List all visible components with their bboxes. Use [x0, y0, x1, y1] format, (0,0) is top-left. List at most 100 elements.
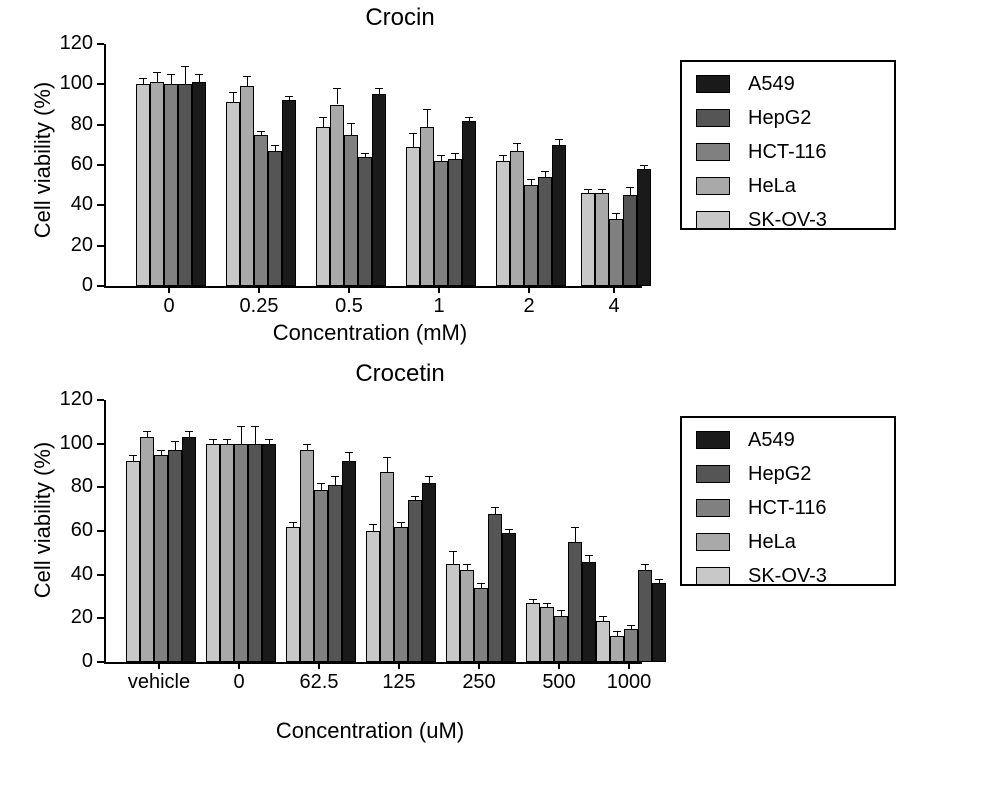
- crocetin-err: [175, 441, 176, 450]
- crocin-err-cap: [153, 72, 161, 73]
- crocin-ytick: [97, 204, 104, 206]
- crocin-xtick: [348, 286, 350, 293]
- crocetin-err-cap: [599, 616, 607, 617]
- crocetin-xtick: [238, 662, 240, 669]
- crocetin-title: Crocetin: [300, 360, 500, 388]
- crocin-xtick: [168, 286, 170, 293]
- crocetin-ytick: [97, 574, 104, 576]
- crocetin-err-cap: [265, 439, 273, 440]
- crocetin-bar-SK-OV-3: [286, 527, 300, 662]
- crocetin-xtick: [628, 662, 630, 669]
- crocin-err-cap: [319, 117, 327, 118]
- crocin-xtick-label: 0: [119, 295, 219, 318]
- crocetin-bar-HepG2: [568, 542, 582, 662]
- crocetin-err-cap: [289, 522, 297, 523]
- crocetin-bar-A549: [582, 562, 596, 662]
- crocetin-bar-A549: [422, 483, 436, 662]
- crocin-ytick-label: 100: [60, 72, 93, 95]
- crocin-legend-row: SK-OV-3: [696, 203, 827, 237]
- crocin-bar-HCT-116: [524, 185, 538, 286]
- legend-label-A549: A549: [748, 73, 795, 96]
- crocin-bar-A549: [552, 145, 566, 286]
- crocetin-ytick-label: 60: [71, 519, 93, 542]
- crocin-ytick-label: 120: [60, 32, 93, 55]
- crocetin-xtick-label: 1000: [579, 671, 679, 694]
- crocetin-err-cap: [383, 457, 391, 458]
- crocin-bar-HepG2: [538, 177, 552, 286]
- crocetin-bar-A549: [502, 533, 516, 662]
- crocetin-bar-SK-OV-3: [366, 531, 380, 662]
- crocetin-err-cap: [129, 455, 137, 456]
- crocetin-err-cap: [411, 496, 419, 497]
- crocin-err-cap: [598, 189, 606, 190]
- crocetin-xtick: [478, 662, 480, 669]
- crocetin-err-cap: [223, 439, 231, 440]
- crocin-legend-row: HeLa: [696, 169, 796, 203]
- crocin-err-cap: [347, 123, 355, 124]
- crocetin-bar-HepG2: [328, 485, 342, 662]
- crocetin-err-cap: [449, 551, 457, 552]
- crocin-err: [185, 66, 186, 84]
- crocetin-err: [453, 551, 454, 564]
- crocin-legend-row: HCT-116: [696, 135, 827, 169]
- crocetin-err-cap: [491, 507, 499, 508]
- crocin-err: [233, 92, 234, 102]
- crocin-ytick-label: 20: [71, 234, 93, 257]
- crocin-legend-row: A549: [696, 67, 795, 101]
- crocetin-err-cap: [369, 524, 377, 525]
- crocin-bar-SK-OV-3: [581, 193, 595, 286]
- crocin-bar-HepG2: [623, 195, 637, 286]
- crocetin-err-cap: [397, 522, 405, 523]
- crocetin-bar-HCT-116: [154, 455, 168, 662]
- crocin-xtick-label: 1: [389, 295, 489, 318]
- crocin-ytick: [97, 43, 104, 45]
- crocetin-legend-row: HepG2: [696, 457, 811, 491]
- crocetin-err-cap: [543, 603, 551, 604]
- crocin-err: [171, 74, 172, 84]
- crocin-xtick-label: 4: [564, 295, 664, 318]
- crocin-err-cap: [640, 165, 648, 166]
- crocin-err-cap: [465, 117, 473, 118]
- crocetin-err: [255, 426, 256, 443]
- crocin-bar-HeLa: [595, 193, 609, 286]
- legend-label-A549: A549: [748, 429, 795, 452]
- crocetin-bar-HeLa: [140, 437, 154, 662]
- crocetin-legend-row: HeLa: [696, 525, 796, 559]
- crocin-bar-A549: [462, 121, 476, 286]
- crocetin-bar-HCT-116: [624, 629, 638, 662]
- crocetin-bar-SK-OV-3: [126, 461, 140, 662]
- crocin-err-cap: [451, 153, 459, 154]
- crocin-xtick: [528, 286, 530, 293]
- crocetin-err-cap: [171, 441, 179, 442]
- crocetin-ytick: [97, 661, 104, 663]
- crocin-bar-SK-OV-3: [136, 84, 150, 286]
- crocetin-ytick-label: 20: [71, 606, 93, 629]
- crocin-xtick-label: 0.25: [209, 295, 309, 318]
- crocin-err: [323, 117, 324, 127]
- crocetin-bar-HeLa: [460, 570, 474, 662]
- crocin-err-cap: [361, 153, 369, 154]
- crocetin-err-cap: [303, 444, 311, 445]
- crocetin-ytick-label: 0: [82, 650, 93, 673]
- crocin-bar-HepG2: [448, 159, 462, 286]
- crocin-bar-SK-OV-3: [316, 127, 330, 286]
- crocetin-bar-A549: [342, 461, 356, 662]
- crocetin-err-cap: [185, 431, 193, 432]
- crocin-bar-HepG2: [178, 84, 192, 286]
- crocetin-legend-row: SK-OV-3: [696, 559, 827, 593]
- crocetin-bar-HepG2: [638, 570, 652, 662]
- crocin-bar-HepG2: [268, 151, 282, 286]
- crocetin-err-cap: [641, 564, 649, 565]
- crocetin-plot: [104, 400, 642, 664]
- crocin-bar-HCT-116: [254, 135, 268, 286]
- crocetin-bar-HCT-116: [554, 616, 568, 662]
- legend-swatch-HeLa: [696, 177, 730, 195]
- crocetin-bar-HeLa: [300, 450, 314, 662]
- crocin-ytick-label: 80: [71, 113, 93, 136]
- crocin-err-cap: [612, 213, 620, 214]
- crocetin-bar-A549: [652, 583, 666, 662]
- crocin-bar-HepG2: [358, 157, 372, 286]
- crocetin-bar-HeLa: [610, 636, 624, 662]
- crocetin-bar-SK-OV-3: [596, 621, 610, 662]
- crocin-ytick: [97, 164, 104, 166]
